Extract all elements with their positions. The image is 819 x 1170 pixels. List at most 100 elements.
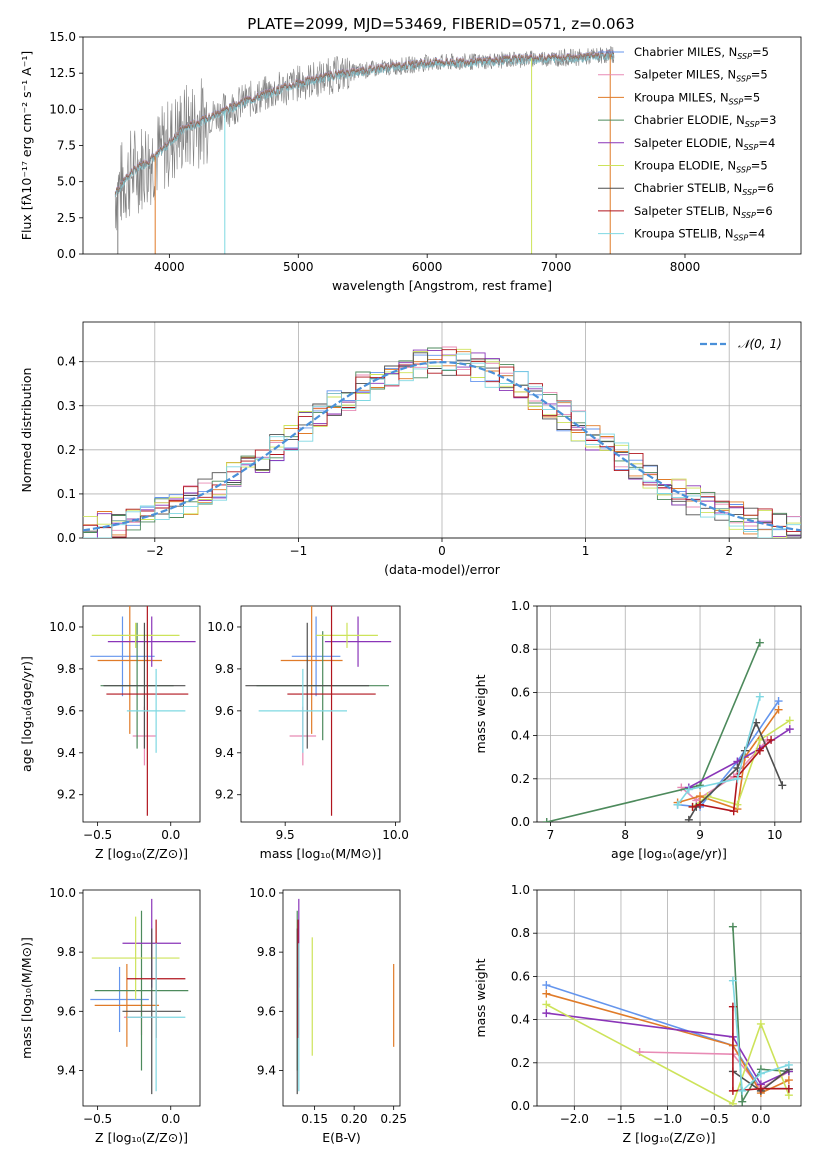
- x-tick-label: 0: [438, 544, 446, 558]
- x-tick-label: −0.5: [83, 1112, 112, 1126]
- legend-subscript: SSP: [737, 52, 752, 61]
- weight-vs-age-plot: [542, 638, 794, 822]
- series-line: [677, 700, 780, 808]
- weight-vs-Z-panel: −2.0 −1.5 −1.0 −0.5 0.0 0.0 0.2 0.4 0.6 0.8 1.0 Z […: [473, 883, 802, 1145]
- axes-frame: [82, 36, 802, 255]
- y-tick-label: 9.8: [257, 945, 276, 959]
- y-tick-label: 0.8: [511, 642, 530, 656]
- data-point-marker: [728, 922, 737, 931]
- data-point-marker: [542, 1009, 551, 1018]
- legend-model-name: Chabrier ELODIE, N: [634, 113, 745, 127]
- data-point-marker: [728, 1099, 737, 1106]
- y-tick-label: 9.4: [215, 746, 234, 760]
- chart-panels: 4000 5000 6000 7000 80000.02.55.07.510.012.5…: [19, 30, 802, 1145]
- x-tick-label: −1.0: [653, 1112, 682, 1126]
- y-tick-label: 2.5: [57, 211, 76, 225]
- axes-frame: [240, 605, 401, 823]
- axes-frame: [536, 605, 802, 823]
- series-line: [546, 992, 790, 1095]
- x-tick-label: 4000: [154, 260, 185, 274]
- x-axis-label: mass [log₁₀(M/M⊙)]: [260, 846, 382, 861]
- y-tick-label: 9.6: [257, 1004, 276, 1018]
- data-point-marker: [542, 818, 551, 822]
- y-axis-label: mass weight: [473, 958, 488, 1037]
- x-axis-label: Z [log₁₀(Z/Z⊙)]: [623, 1130, 716, 1145]
- y-tick-label: 0.4: [511, 1013, 530, 1027]
- mass-vs-ebv-plot: [296, 898, 395, 1095]
- data-point-marker: [542, 981, 551, 990]
- legend-model-name: Salpeter ELODIE, N: [634, 136, 744, 150]
- data-point-marker: [684, 815, 693, 822]
- x-axis-label: E(B-V): [322, 1130, 361, 1145]
- data-point-marker: [728, 976, 737, 985]
- data-point-marker: [755, 638, 764, 647]
- data-point-marker: [738, 1086, 747, 1095]
- legend-label: Salpeter ELODIE, NSSP=4: [634, 136, 775, 152]
- data-point-marker: [778, 781, 787, 790]
- y-axis-label: Normed distribution: [19, 368, 34, 493]
- series-line: [546, 1012, 790, 1086]
- series-line: [545, 1003, 790, 1105]
- y-tick-label: 10.0: [49, 886, 76, 900]
- x-tick-label: 10: [767, 828, 782, 842]
- x-tick-label: 8000: [670, 260, 701, 274]
- y-tick-label: 1.0: [511, 883, 530, 897]
- y-tick-label: 0.0: [57, 531, 76, 545]
- legend-subscript: SSP: [729, 97, 744, 106]
- data-point-marker: [756, 1069, 765, 1078]
- legend-model-name: Chabrier MILES, N: [634, 45, 737, 59]
- y-tick-label: 0.1: [57, 487, 76, 501]
- y-tick-label: 1.0: [511, 599, 530, 613]
- legend-model-name: Kroupa ELODIE, N: [634, 159, 736, 173]
- x-tick-label: 0.0: [161, 1112, 180, 1126]
- y-tick-label: 10.0: [249, 886, 276, 900]
- spectrum-panel: 4000 5000 6000 7000 8000 0.0 2.5 5.0 7.5 10.0 12.5…: [19, 30, 802, 293]
- legend-subscript: SSP: [734, 234, 749, 243]
- legend-model-name: Chabrier STELIB, N: [634, 181, 742, 195]
- y-tick-label: 9.4: [257, 1063, 276, 1077]
- legend-subscript: SSP: [741, 211, 756, 220]
- data-point-marker: [785, 725, 794, 734]
- x-axis-label: wavelength [Angstrom, rest frame]: [332, 278, 552, 293]
- x-tick-label: −2: [146, 544, 164, 558]
- residuals-plot: [83, 346, 801, 538]
- legend-subscript: SSP: [736, 75, 751, 84]
- data-point-marker: [755, 746, 764, 755]
- x-tick-label: 9: [696, 828, 704, 842]
- data-point-marker: [774, 697, 783, 706]
- age-vs-mass-plot: [245, 606, 392, 816]
- x-tick-label: 0.20: [341, 1112, 368, 1126]
- x-tick-label: 0.0: [161, 828, 180, 842]
- x-tick-label: 0.0: [751, 1112, 770, 1126]
- x-axis-label: age [log₁₀(age/yr)]: [611, 846, 727, 861]
- series-line: [688, 720, 784, 821]
- data-point-marker: [774, 705, 783, 714]
- legend-label: Chabrier MILES, NSSP=5: [634, 45, 769, 61]
- y-tick-label: 9.8: [215, 662, 234, 676]
- mass-vs-Z-panel: −0.5 0.0 9.4 9.6 9.8 10.0 Z [log₁₀(Z/Z⊙)] mass …: [19, 886, 201, 1145]
- y-tick-label: 0.0: [511, 1099, 530, 1113]
- residual-histogram: [83, 353, 801, 538]
- age-vs-Z-panel: −0.5 0.0 9.2 9.4 9.6 9.8 10.0 Z [log₁₀(Z/Z⊙)] ag…: [19, 605, 201, 861]
- data-point-marker: [728, 1086, 737, 1095]
- data-point-marker: [767, 735, 776, 744]
- y-axis-label: age [log₁₀(age/yr)]: [19, 656, 34, 772]
- x-tick-label: −0.5: [700, 1112, 729, 1126]
- data-point-marker: [733, 774, 742, 783]
- x-tick-label: −0.5: [83, 828, 112, 842]
- series-line: [680, 739, 768, 802]
- legend-label: Chabrier STELIB, NSSP=6: [634, 181, 774, 197]
- weight-vs-age-panel: 7 8 9 10 0.0 0.2 0.4 0.6 0.8 1.0 age [log₁₀(age/yr…: [473, 599, 802, 861]
- y-tick-label: 9.8: [57, 945, 76, 959]
- y-tick-label: 10.0: [49, 620, 76, 634]
- legend-label: Kroupa MILES, NSSP=5: [634, 90, 760, 106]
- y-axis-label: mass weight: [473, 674, 488, 753]
- x-tick-label: −1: [290, 544, 308, 558]
- legend-nssp: =5: [751, 159, 768, 173]
- series-line: [688, 728, 791, 789]
- series-line: [676, 696, 761, 806]
- series-line: [732, 980, 790, 1093]
- y-tick-label: 10.0: [49, 102, 76, 116]
